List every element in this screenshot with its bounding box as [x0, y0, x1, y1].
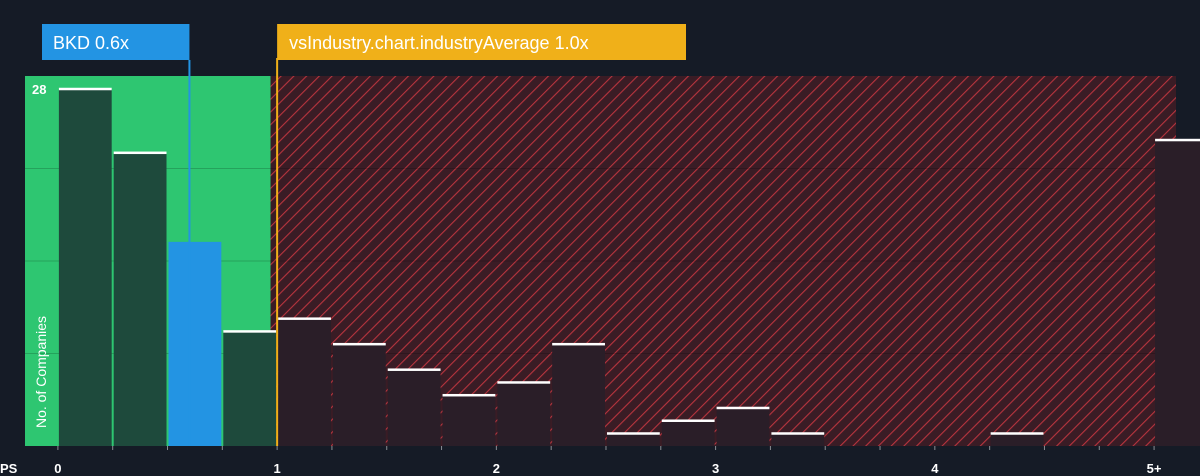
callouts: BKD 0.6x vsIndustry.chart.industryAverage… [42, 24, 686, 60]
bar-cap-8 [497, 381, 551, 384]
industry-average-callout-box [277, 24, 686, 60]
bar-cap-17 [990, 432, 1044, 435]
bar-cap-4 [278, 317, 331, 320]
x-tick-label-3: 3 [712, 461, 719, 476]
bar-7 [442, 394, 496, 446]
bar-12 [716, 407, 770, 446]
bar-cap-12 [716, 406, 770, 410]
histogram-bars [58, 87, 1200, 447]
reference-markers [188, 58, 279, 446]
bar-cap-20 [1155, 138, 1200, 142]
bar-cap-6 [387, 368, 441, 371]
bar-8 [497, 382, 551, 446]
industry-average-callout-label: vsIndustry.chart.industryAverage 1.0x [289, 33, 588, 53]
bar-cap-10 [606, 432, 660, 435]
bar-cap-9 [552, 342, 605, 346]
x-tick-label-5: 5+ [1147, 461, 1162, 476]
x-axis-label: PS [0, 461, 18, 476]
bar-20 [1155, 139, 1200, 447]
x-tick-label-4: 4 [931, 461, 939, 476]
bar-cap-3 [223, 330, 277, 333]
x-tick-label-0: 0 [54, 461, 61, 476]
bar-11 [661, 420, 715, 446]
bar-cap-11 [661, 419, 715, 422]
bar-3 [223, 331, 277, 446]
bar-cap-0 [58, 87, 112, 91]
bar-cap-13 [771, 432, 825, 435]
bar-17 [990, 433, 1044, 446]
bar-10 [606, 433, 660, 446]
bar-4 [278, 318, 331, 446]
y-tick-label-0: 28 [32, 82, 46, 97]
y-axis-label: No. of Companies [33, 316, 49, 428]
bar-13 [771, 433, 825, 446]
bar-1 [113, 152, 167, 446]
bar-cap-1 [113, 151, 167, 155]
x-tick-label-1: 1 [274, 461, 281, 476]
bar-cap-5 [332, 342, 386, 346]
bar-cap-7 [442, 393, 496, 397]
bar-5 [332, 343, 386, 446]
company-callout-label: BKD 0.6x [53, 33, 129, 53]
bar-2 [168, 241, 222, 446]
x-axis-ticks: 0 1 2 3 4 5+ [54, 446, 1162, 476]
bar-6 [387, 369, 441, 446]
bar-0 [58, 88, 112, 447]
bar-9 [552, 343, 605, 446]
x-tick-label-2: 2 [493, 461, 500, 476]
company-callout-box [42, 24, 190, 60]
